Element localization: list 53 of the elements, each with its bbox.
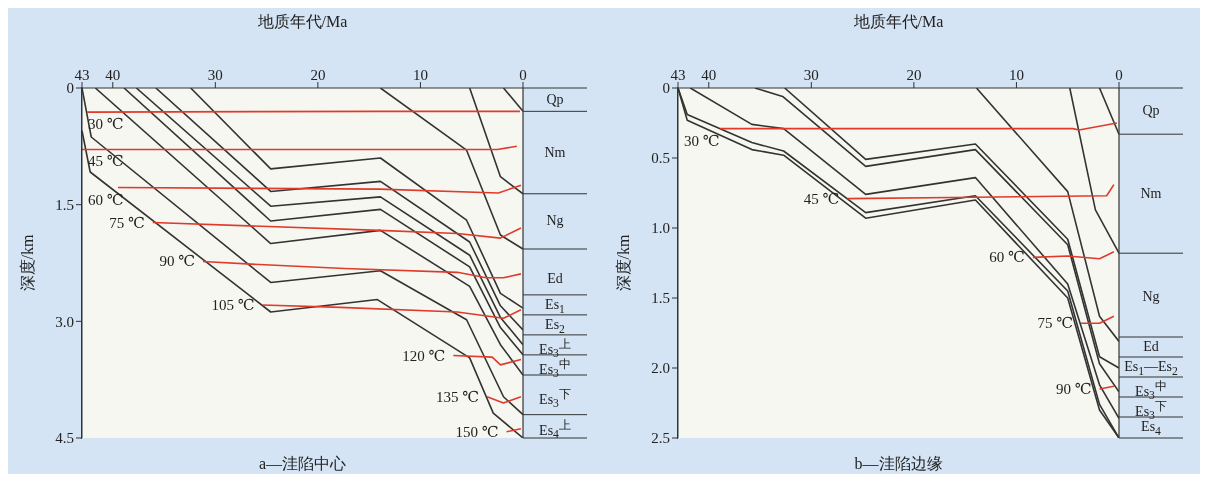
x-tick-label: 20 — [310, 67, 326, 83]
series-label: 45 ℃ — [88, 152, 125, 171]
text: Es$_{1}$—Es$_{2}$ — [1123, 358, 1179, 378]
x-tick-label: 20 — [906, 67, 922, 83]
text: Nm — [1139, 184, 1163, 203]
text: Ed — [546, 269, 564, 288]
series-label: 120 ℃ — [401, 346, 446, 365]
text: Ng — [545, 212, 565, 231]
series-label: 75 ℃ — [108, 213, 145, 232]
text: Nm — [543, 143, 567, 162]
x-tick-label: 0 — [1115, 67, 1123, 83]
y-tick-label: 1.5 — [55, 196, 74, 213]
series-label: 60 ℃ — [988, 248, 1025, 267]
x-tick-label: 30 — [803, 67, 819, 83]
y-tick-label: 4.5 — [55, 430, 74, 447]
series-label: 135 ℃ — [435, 387, 480, 406]
series-label: 75 ℃ — [1036, 314, 1074, 333]
y-axis-title: 深度/km — [614, 233, 633, 294]
y-tick-label: 2.0 — [651, 360, 670, 377]
y-tick-label: 2.5 — [651, 430, 670, 447]
y-tick-label: 0 — [662, 80, 670, 97]
series-label: 90 ℃ — [158, 252, 196, 271]
y-tick-label: 0.5 — [651, 150, 670, 167]
series-label: 45 ℃ — [802, 189, 840, 208]
y-axis-title: 深度/km — [18, 233, 37, 294]
x-tick-label: 10 — [412, 67, 428, 83]
text: Ng — [1141, 288, 1161, 307]
y-tick-label: 1.0 — [651, 220, 670, 237]
y-tick-label: 3.0 — [55, 313, 74, 330]
x-tick-label: 30 — [207, 67, 223, 83]
series-label: 30 ℃ — [684, 131, 721, 150]
text: Es$_{4}$ — [1140, 419, 1162, 438]
x-tick-label: 43 — [74, 67, 90, 83]
x-tick-label: 43 — [670, 67, 686, 83]
series-label: 105 ℃ — [210, 296, 255, 314]
y-tick-label: 0 — [66, 80, 74, 97]
series-label: 90 ℃ — [1054, 380, 1092, 398]
text: Es$_{2}$ — [544, 315, 566, 336]
y-tick-label: 1.5 — [651, 290, 670, 307]
text: Qp — [1141, 102, 1161, 121]
series-label: 150 ℃ — [454, 422, 499, 441]
x-axis-title: 地质年代/Ma — [852, 12, 945, 32]
text: Ed — [1142, 338, 1160, 356]
x-tick-label: 10 — [1008, 67, 1024, 83]
x-tick-label: 40 — [701, 67, 717, 83]
text: b—洼陷边缘 — [853, 454, 944, 474]
text: a—洼陷中心 — [257, 454, 348, 474]
x-tick-label: 40 — [105, 67, 121, 83]
x-tick-label: 0 — [519, 67, 527, 83]
series-label: 60 ℃ — [88, 190, 125, 209]
text: Es$_{1}$ — [544, 295, 566, 316]
text: Qp — [545, 90, 565, 109]
x-axis-title: 地质年代/Ma — [256, 12, 349, 32]
